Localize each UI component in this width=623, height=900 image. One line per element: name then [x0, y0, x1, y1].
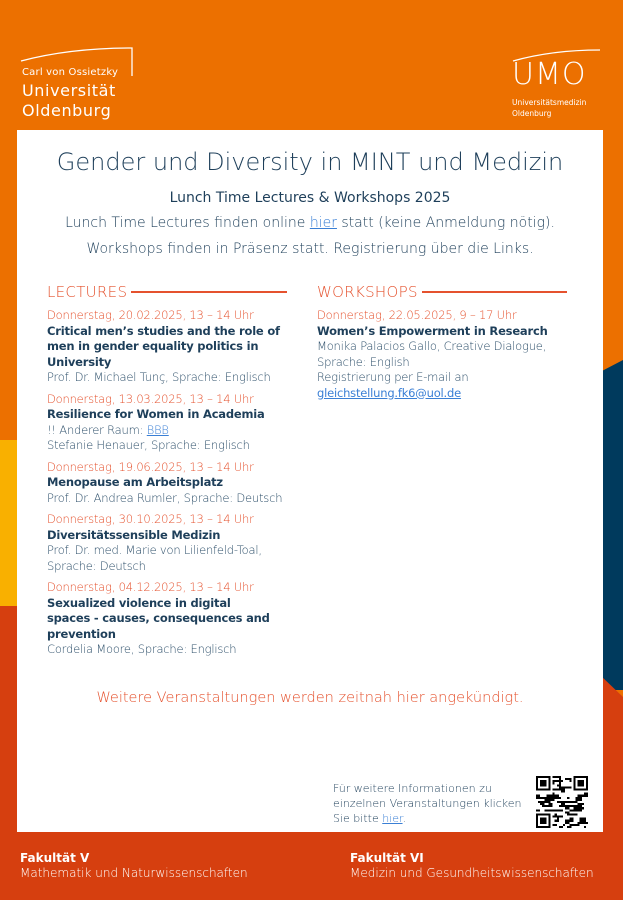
logo-line: Oldenburg [22, 101, 112, 120]
logo-line: Oldenburg [512, 109, 552, 118]
lecture-date: Donnerstag, 30.10.2025, 13 – 14 Uhr [47, 512, 254, 526]
lecture-item: Donnerstag, 04.12.2025, 13 – 14 Uhr Sexu… [47, 580, 307, 658]
lecture-speaker: Prof. Dr. Andrea Rumler, Sprache: Deutsc… [47, 490, 283, 505]
lecture-speaker: Stefanie Henauer, Sprache: Englisch [47, 438, 250, 452]
lecture-title: Menopause am Arbeitsplatz [47, 475, 223, 489]
lecture-date: Donnerstag, 13.03.2025, 13 – 14 Uhr [47, 391, 254, 406]
intro-text: Lunch Time Lectures finden online [65, 215, 310, 231]
heading-rule [421, 291, 567, 293]
faculty-v: Fakultät V Mathematik und Naturwissensch… [20, 851, 248, 881]
lecture-item: Donnerstag, 13.03.2025, 13 – 14 Uhr Resi… [47, 392, 307, 454]
logo-line: Universität [22, 81, 116, 100]
workshop-date: Donnerstag, 22.05.2025, 9 – 17 Uhr [317, 308, 517, 322]
lecture-note: !! Anderer Raum: BBB [47, 423, 307, 439]
registration-email-link[interactable]: gleichstellung.fk6@uol.de [317, 385, 461, 400]
page-title: Gender und Diversity in MINT und Medizin [56, 148, 564, 176]
lecture-date: Donnerstag, 04.12.2025, 13 – 14 Uhr [47, 580, 254, 594]
lecture-item: Donnerstag, 19.06.2025, 13 – 14 Uhr Meno… [47, 460, 307, 507]
faculty-name: Fakultät V [20, 851, 90, 865]
lecture-title: Critical men’s studies and the role of m… [47, 323, 280, 369]
lectures-heading: LECTURES [47, 283, 287, 301]
workshop-speaker: Monika Palacios Gallo, Creative Dialogue… [317, 339, 547, 369]
lecture-date: Donnerstag, 19.06.2025, 13 – 14 Uhr [47, 459, 254, 474]
lectures-list: Donnerstag, 20.02.2025, 13 – 14 Uhr Crit… [47, 308, 307, 664]
announcement: Weitere Veranstaltungen werden zeitnah h… [96, 690, 524, 706]
lecture-speaker: Cordelia Moore, Sprache: Englisch [47, 642, 237, 656]
workshop-title: Women’s Empowerment in Research [317, 323, 548, 338]
lecture-date: Donnerstag, 20.02.2025, 13 – 14 Uhr [47, 308, 254, 322]
lecture-title: Sexualized violence in digital spaces - … [47, 595, 270, 641]
logo-line: Universitätsmedizin [512, 98, 587, 107]
lecture-title: Diversitätssensible Medizin [47, 527, 221, 542]
heading-label: LECTURES [47, 283, 128, 301]
umo-acronym: UMO [512, 57, 587, 92]
intro-online: Lunch Time Lectures finden online hier s… [17, 215, 603, 231]
lecture-item: Donnerstag, 30.10.2025, 13 – 14 Uhr Dive… [47, 512, 307, 574]
info-label: . [402, 812, 407, 825]
lectures-link[interactable]: hier [309, 215, 337, 231]
logo-arc-icon [512, 49, 601, 62]
workshops-heading: WORKSHOPS [317, 283, 567, 301]
faculty-desc: Medizin und Gesundheitswissenschaften [350, 866, 594, 880]
lecture-title: Resilience for Women in Academia [47, 407, 265, 421]
lecture-speaker: Prof. Dr. Michael Tunç, Sprache: Englisc… [47, 370, 271, 384]
workshops-list: Donnerstag, 22.05.2025, 9 – 17 Uhr Women… [317, 308, 567, 407]
footer-band [0, 832, 623, 900]
intro-text: statt (keine Anmeldung nötig). [336, 215, 555, 231]
note-text: !! Anderer Raum: [47, 422, 147, 437]
info-text: Für weitere Informationen zu einzelnen V… [333, 781, 533, 826]
logo-line: Carl von Ossietzky [22, 67, 119, 78]
logo-arc-icon [20, 47, 133, 76]
info-label: Für weitere Informationen zu einzelnen V… [333, 782, 522, 825]
content-card [17, 130, 603, 832]
lecture-speaker: Prof. Dr. med. Marie von Lilienfeld-Toal… [47, 543, 262, 573]
info-link[interactable]: hier [382, 812, 403, 825]
workshop-registration: Registrierung per E-mail an [317, 370, 469, 384]
navy-stripe [600, 360, 623, 690]
heading-label: WORKSHOPS [317, 283, 418, 301]
qr-code-icon[interactable] [536, 776, 588, 828]
workshop-item: Donnerstag, 22.05.2025, 9 – 17 Uhr Women… [317, 308, 567, 401]
umo-logo: UMO Universitätsmedizin Oldenburg [512, 46, 612, 126]
intro-workshops: Workshops finden in Präsenz statt. Regis… [86, 241, 534, 257]
subtitle: Lunch Time Lectures & Workshops 2025 [169, 190, 451, 206]
faculty-vi: Fakultät VI Medizin und Gesundheitswisse… [350, 851, 594, 881]
heading-rule [131, 291, 287, 293]
yellow-stripe [0, 440, 20, 606]
university-logo: Carl von Ossietzky Universität Oldenburg [20, 46, 140, 126]
faculty-name: Fakultät VI [350, 851, 424, 865]
red-stripe-left [0, 606, 20, 900]
bbb-link[interactable]: BBB [146, 422, 169, 437]
lecture-item: Donnerstag, 20.02.2025, 13 – 14 Uhr Crit… [47, 308, 307, 386]
faculty-desc: Mathematik und Naturwissenschaften [20, 866, 248, 880]
